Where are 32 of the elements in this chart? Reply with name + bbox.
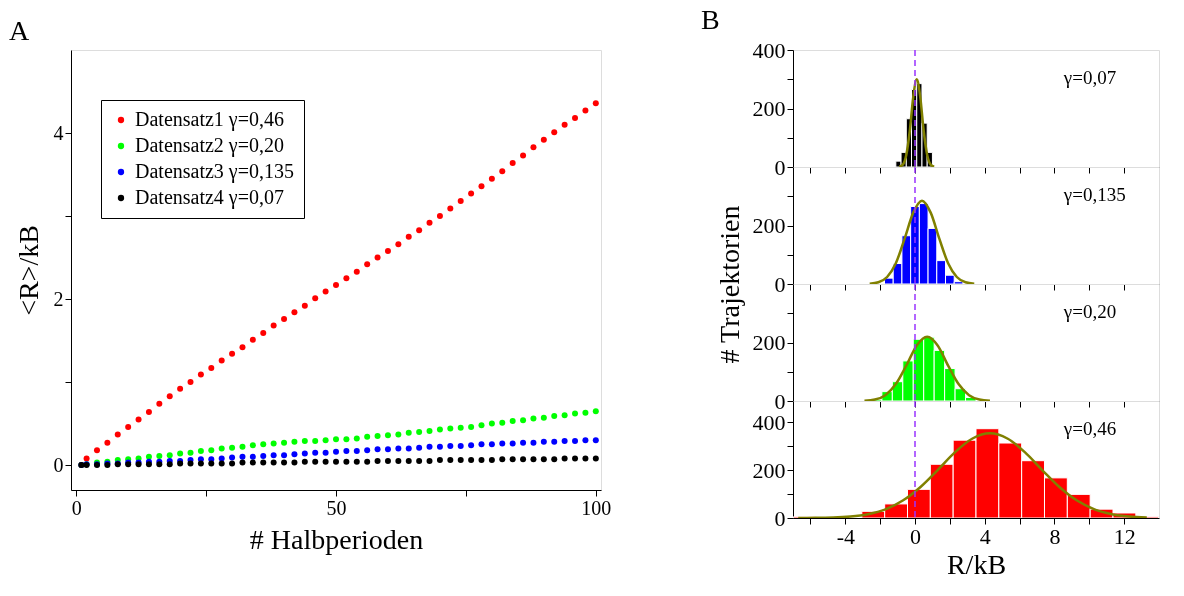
chart-title: B xyxy=(701,4,720,35)
x-tick-label: 100 xyxy=(581,496,612,519)
x-tick-label: 12 xyxy=(1113,523,1136,549)
x-tick-label: 0 xyxy=(910,523,921,549)
y-tick-label: 4 xyxy=(53,121,64,144)
annotation: γ=0,46 xyxy=(1062,418,1117,439)
y-tick-label: 200 xyxy=(752,213,786,238)
y-tick-label: 200 xyxy=(752,330,786,355)
y-tick-label: 400 xyxy=(752,37,786,63)
y-axis-title: <R>/kB xyxy=(12,225,44,316)
y-tick-label: 2 xyxy=(53,287,64,310)
y-axis-title: # Trajektorien xyxy=(713,205,745,364)
legend-label: Datensatz1 γ=0,46 xyxy=(135,108,284,131)
x-tick-label: -4 xyxy=(836,523,855,549)
legend-label: Datensatz3 γ=0,135 xyxy=(135,160,294,183)
x-tick-label: 8 xyxy=(1049,523,1061,549)
legend-label: Datensatz2 γ=0,20 xyxy=(135,134,284,157)
x-tick-label: 4 xyxy=(979,523,991,549)
annotation: γ=0,07 xyxy=(1062,67,1117,88)
y-tick-label: 0 xyxy=(53,453,64,476)
legend-label: Datensatz4 γ=0,07 xyxy=(135,186,284,209)
x-axis-title: # Halbperioden xyxy=(249,523,424,555)
annotation: γ=0,20 xyxy=(1062,301,1117,322)
chart-title: A xyxy=(9,15,30,46)
y-tick-label: 0 xyxy=(774,271,786,297)
x-axis-title: R/kB xyxy=(946,548,1007,580)
x-tick-label: 50 xyxy=(326,496,347,519)
y-tick-label: 0 xyxy=(774,154,786,180)
annotation: γ=0,135 xyxy=(1062,184,1126,205)
y-tick-label: 200 xyxy=(752,457,786,483)
y-tick-label: 200 xyxy=(752,96,786,121)
x-tick-label: 0 xyxy=(71,496,82,519)
